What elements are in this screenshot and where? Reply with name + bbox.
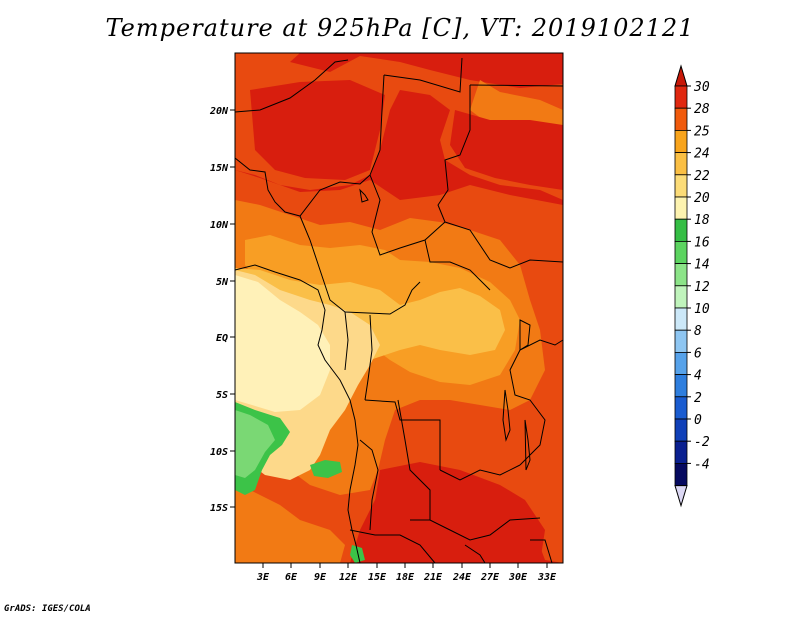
colorbar-swatch bbox=[674, 351, 688, 375]
colorbar-swatch bbox=[674, 85, 688, 109]
colorbar-swatch bbox=[674, 263, 688, 287]
region-16-18-south bbox=[310, 460, 342, 478]
colorbar-swatch bbox=[674, 129, 688, 153]
lon-label: 6E bbox=[285, 572, 298, 583]
colorbar-label: -2 bbox=[694, 435, 710, 450]
lat-label: 5S bbox=[216, 390, 228, 401]
colorbar-swatch bbox=[674, 440, 688, 464]
lon-label: 24E bbox=[452, 572, 472, 583]
map-panel bbox=[234, 52, 564, 564]
colorbar-swatch bbox=[674, 285, 688, 309]
colorbar-swatch bbox=[674, 418, 688, 442]
region-gt30-sahel bbox=[250, 80, 385, 180]
colorbar-label: 10 bbox=[694, 302, 710, 317]
region-25-28-south bbox=[235, 470, 345, 563]
colorbar-swatch bbox=[674, 462, 688, 486]
region-18-20 bbox=[235, 275, 330, 412]
lon-label: 15E bbox=[368, 572, 387, 583]
colorbar-label: 14 bbox=[694, 258, 710, 273]
colorbar-label: 4 bbox=[694, 369, 702, 384]
map-frame bbox=[234, 52, 564, 564]
colorbar-label: 16 bbox=[694, 235, 710, 250]
lon-label: 3E bbox=[256, 572, 270, 583]
region-gt30-kalahari bbox=[372, 462, 545, 563]
colorbar-bottom-arrow bbox=[674, 485, 688, 508]
colorbar-swatch bbox=[674, 396, 688, 420]
colorbar-swatch bbox=[674, 329, 688, 353]
lat-label: EQ bbox=[216, 333, 228, 344]
credit-label: GrADS: IGES/COLA bbox=[4, 604, 91, 614]
lat-label: 15S bbox=[210, 503, 228, 514]
lat-labels: 20N 15N 10N 5N EQ 5S 10S 15S bbox=[209, 106, 229, 514]
colorbar-swatch bbox=[674, 174, 688, 198]
lon-label: 12E bbox=[339, 572, 358, 583]
colorbar-label: -4 bbox=[694, 457, 710, 472]
region-gt30-sudan bbox=[450, 110, 563, 190]
lat-label: 5N bbox=[216, 277, 229, 288]
colorbar-swatch bbox=[674, 307, 688, 331]
lakes bbox=[359, 188, 531, 471]
lon-labels: 3E 6E 9E 12E 15E 18E 21E 24E 27E 30E 33E bbox=[256, 572, 557, 583]
colorbar-label: 25 bbox=[694, 124, 710, 139]
colorbar-swatch bbox=[674, 374, 688, 398]
colorbar-label: 12 bbox=[694, 280, 710, 295]
coastline bbox=[234, 264, 361, 564]
colorbar-swatch bbox=[674, 240, 688, 264]
colorbar-label: 28 bbox=[694, 102, 710, 117]
lon-label: 33E bbox=[537, 572, 557, 583]
country-borders bbox=[234, 57, 564, 564]
lon-label: 27E bbox=[480, 572, 500, 583]
colorbar-swatch bbox=[674, 196, 688, 220]
colorbar-top-arrow bbox=[674, 64, 688, 87]
axis-ticks bbox=[230, 109, 548, 568]
colorbar-label: 6 bbox=[694, 346, 702, 361]
map-title: Temperature at 925hPa [C], VT: 201910212… bbox=[105, 14, 695, 42]
colorbar-label: 2 bbox=[694, 391, 702, 406]
lat-label: 10S bbox=[210, 447, 228, 458]
colorbar-label: 20 bbox=[694, 191, 710, 206]
lon-label: 18E bbox=[396, 572, 415, 583]
lon-label: 30E bbox=[508, 572, 528, 583]
colorbar-swatch bbox=[674, 107, 688, 131]
colorbar-label: 8 bbox=[694, 324, 702, 339]
lon-label: 21E bbox=[423, 572, 443, 583]
lat-label: 15N bbox=[210, 163, 229, 174]
lat-label: 20N bbox=[209, 106, 229, 117]
colorbar-label: 24 bbox=[694, 147, 710, 162]
colorbar-label: 22 bbox=[694, 169, 710, 184]
colorbar-swatch bbox=[674, 152, 688, 176]
colorbar-swatch bbox=[674, 218, 688, 242]
lat-label: 10N bbox=[210, 220, 229, 231]
colorbar-label: 30 bbox=[693, 80, 710, 95]
colorbar-label: 18 bbox=[694, 213, 710, 228]
lon-label: 9E bbox=[314, 572, 327, 583]
colorbar-label: 0 bbox=[694, 413, 702, 428]
region-14-16-west bbox=[235, 410, 275, 478]
